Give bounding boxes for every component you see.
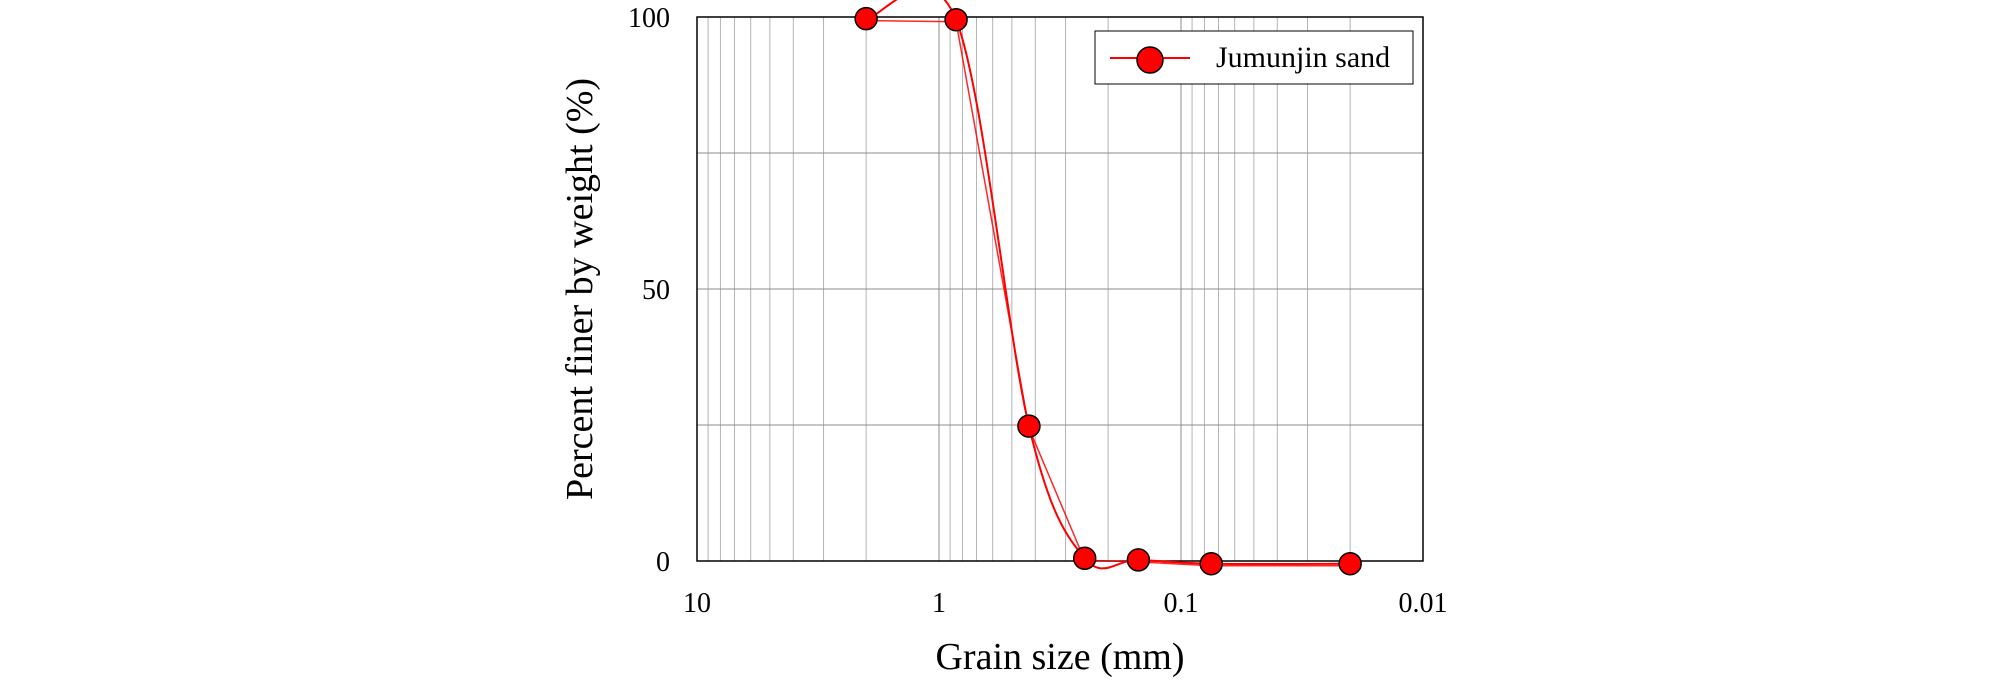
legend-label: Jumunjin sand bbox=[1216, 41, 1390, 74]
x-axis-title: Grain size (mm) bbox=[935, 636, 1184, 678]
x-axis-ticks: 10 1 0.1 0.01 bbox=[683, 588, 1448, 619]
y-tick-label: 0 bbox=[656, 547, 670, 578]
x-tick-label: 1 bbox=[932, 588, 946, 619]
y-axis-ticks: 0 50 100 bbox=[628, 3, 670, 578]
data-point bbox=[1338, 551, 1362, 576]
y-tick-label: 50 bbox=[642, 275, 670, 306]
x-tick-label: 0.01 bbox=[1399, 588, 1448, 619]
y-axis-title: Percent finer by weight (%) bbox=[559, 78, 601, 500]
series-jumunjin-sand bbox=[854, 0, 1362, 576]
data-point bbox=[1072, 546, 1097, 571]
data-point bbox=[1199, 551, 1223, 576]
x-tick-label: 0.1 bbox=[1164, 588, 1199, 619]
y-tick-label: 100 bbox=[628, 3, 670, 34]
data-point bbox=[1126, 548, 1151, 572]
legend-marker bbox=[1136, 46, 1164, 74]
plot-area bbox=[696, 16, 1424, 562]
data-point bbox=[854, 6, 878, 31]
data-point bbox=[1017, 414, 1041, 438]
legend: Jumunjin sand bbox=[1094, 30, 1414, 85]
data-point bbox=[944, 7, 968, 32]
x-tick-label: 10 bbox=[683, 588, 711, 619]
grid bbox=[697, 17, 1423, 561]
